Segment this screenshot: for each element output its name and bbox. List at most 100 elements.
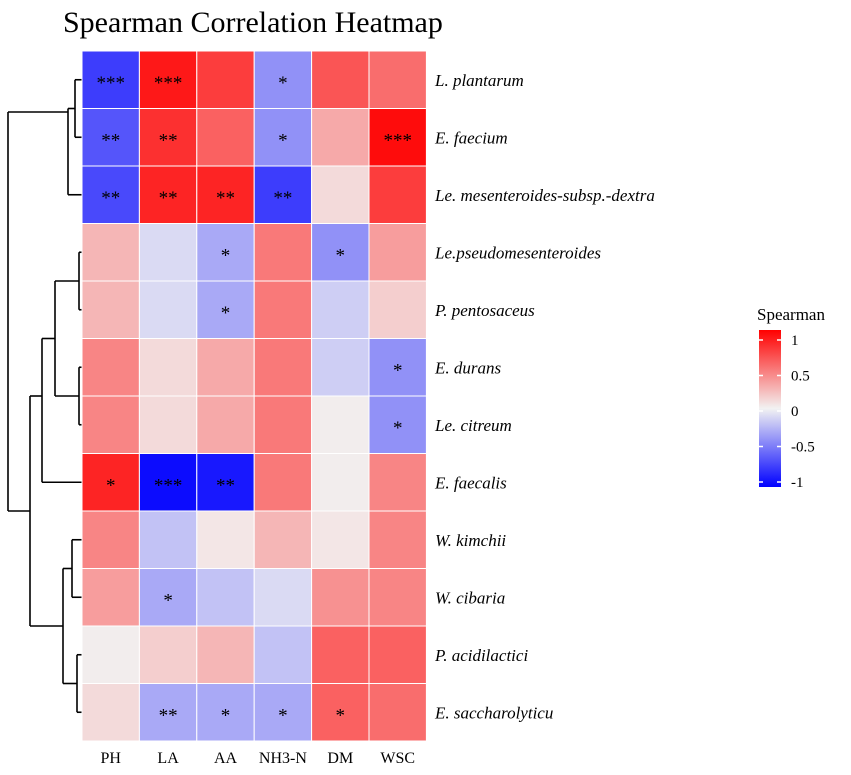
significance-mark: ** bbox=[273, 188, 292, 209]
row-label: W. cibaria bbox=[435, 588, 505, 607]
heatmap-cell bbox=[311, 223, 370, 282]
heatmap-cell bbox=[253, 108, 313, 167]
heatmap-cell bbox=[253, 683, 313, 742]
legend-tick-label: 0.5 bbox=[791, 369, 810, 385]
heatmap-cell bbox=[311, 683, 370, 742]
row-labels: L. plantarum E. faecium Le. mesenteroides-… bbox=[434, 71, 655, 723]
significance-mark: * bbox=[221, 303, 231, 324]
row-label: E. faecium bbox=[434, 128, 508, 147]
column-label: LA bbox=[157, 750, 179, 767]
heatmap-cell bbox=[196, 625, 255, 684]
legend-title: Spearman bbox=[757, 305, 825, 324]
column-label: DM bbox=[327, 750, 353, 767]
significance-mark: * bbox=[278, 73, 288, 94]
heatmap-cell bbox=[368, 683, 427, 742]
significance-marks: *** *** *** ** * ***** ** ** *** ***** *** ***** * * * bbox=[96, 73, 412, 727]
significance-mark: ** bbox=[159, 188, 178, 209]
heatmap-cell bbox=[253, 568, 313, 627]
heatmap-cell bbox=[311, 338, 370, 397]
color-legend: Spearman 1 0.5 0 -0.5 -1 bbox=[757, 305, 825, 491]
heatmap-cell bbox=[196, 683, 255, 742]
significance-mark: * bbox=[336, 245, 346, 266]
heatmap-cell bbox=[253, 165, 313, 224]
significance-mark: *** bbox=[383, 130, 412, 151]
heatmap-cell bbox=[81, 568, 140, 627]
heatmap-cell bbox=[368, 625, 427, 684]
row-label: W. kimchii bbox=[435, 531, 506, 550]
row-label: Le.pseudomesenteroides bbox=[434, 243, 601, 262]
heatmap-cell bbox=[311, 50, 370, 109]
heatmap-cell bbox=[81, 165, 140, 224]
row-dendrogram bbox=[7, 78, 82, 714]
heatmap-cell bbox=[311, 108, 370, 167]
heatmap-cell bbox=[81, 395, 140, 454]
heatmap-cell bbox=[138, 625, 198, 684]
heatmap-cell bbox=[253, 453, 313, 512]
heatmap-cell bbox=[138, 338, 198, 397]
heatmap-cell bbox=[138, 165, 198, 224]
heatmap-cell bbox=[311, 568, 370, 627]
row-label: E. faecalis bbox=[434, 473, 507, 492]
heatmap-cell bbox=[311, 453, 370, 512]
heatmap-cell bbox=[368, 165, 427, 224]
significance-mark: * bbox=[393, 360, 403, 381]
heatmap-cell bbox=[81, 625, 140, 684]
row-label: P. acidilactici bbox=[434, 646, 528, 665]
row-label: Le. mesenteroides-subsp.-dextra bbox=[434, 186, 655, 205]
heatmap-cell bbox=[81, 338, 140, 397]
significance-mark: *** bbox=[96, 73, 125, 94]
legend-tick-label: -0.5 bbox=[791, 440, 815, 456]
row-label: P. pentosaceus bbox=[434, 301, 535, 320]
heatmap-cell bbox=[196, 510, 255, 569]
heatmap-cell bbox=[368, 453, 427, 512]
significance-mark: *** bbox=[154, 73, 183, 94]
heatmap-cell bbox=[81, 683, 140, 742]
significance-mark: * bbox=[106, 475, 116, 496]
significance-mark: * bbox=[163, 590, 173, 611]
heatmap-cell bbox=[253, 510, 313, 569]
significance-mark: ** bbox=[101, 130, 120, 151]
heatmap-cell bbox=[81, 453, 140, 512]
row-label: E. saccharolyticu bbox=[434, 703, 553, 722]
heatmap-cell bbox=[138, 108, 198, 167]
heatmap-cell bbox=[196, 165, 255, 224]
heatmap-cell bbox=[368, 510, 427, 569]
column-label: NH3-N bbox=[259, 750, 307, 767]
heatmap-cell bbox=[311, 280, 370, 339]
heatmap-cell bbox=[196, 50, 255, 109]
heatmap-cell bbox=[81, 510, 140, 569]
heatmap-cell bbox=[196, 108, 255, 167]
significance-mark: ** bbox=[101, 188, 120, 209]
heatmap-cell bbox=[253, 280, 313, 339]
heatmap-cell bbox=[311, 395, 370, 454]
column-label: AA bbox=[214, 750, 238, 767]
heatmap-cell bbox=[81, 223, 140, 282]
column-label: WSC bbox=[380, 750, 415, 767]
heatmap-cell bbox=[311, 510, 370, 569]
significance-mark: * bbox=[221, 705, 231, 726]
column-labels: PH LA AA NH3-N DM WSC bbox=[100, 750, 415, 767]
significance-mark: * bbox=[221, 245, 231, 266]
significance-mark: * bbox=[336, 705, 346, 726]
significance-mark: * bbox=[278, 130, 288, 151]
row-label: Le. citreum bbox=[434, 416, 512, 435]
legend-tick-label: 1 bbox=[791, 333, 799, 349]
heatmap-cell bbox=[368, 338, 427, 397]
row-label: E. durans bbox=[434, 358, 502, 377]
heatmap-cells bbox=[81, 50, 427, 742]
heatmap-cell bbox=[253, 338, 313, 397]
heatmap-cell bbox=[253, 625, 313, 684]
significance-mark: * bbox=[278, 705, 288, 726]
heatmap-cell bbox=[138, 395, 198, 454]
heatmap-cell bbox=[253, 395, 313, 454]
row-label: L. plantarum bbox=[434, 71, 524, 90]
significance-mark: ** bbox=[159, 130, 178, 151]
significance-mark: ** bbox=[216, 188, 235, 209]
heatmap-cell bbox=[311, 165, 370, 224]
legend-color-bar bbox=[759, 330, 781, 487]
heatmap-cell bbox=[81, 280, 140, 339]
heatmap-cell bbox=[368, 223, 427, 282]
heatmap-cell bbox=[196, 338, 255, 397]
significance-mark: ** bbox=[159, 705, 178, 726]
